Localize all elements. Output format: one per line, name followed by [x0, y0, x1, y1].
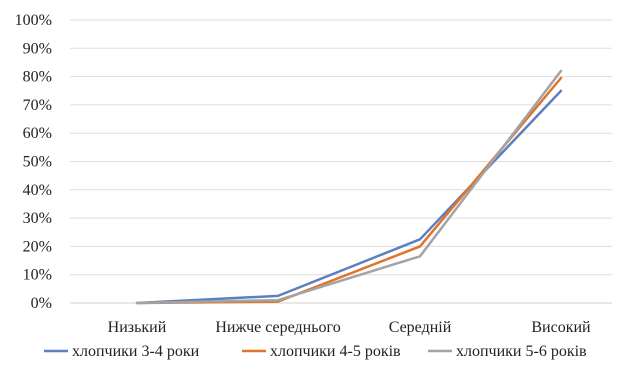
series-line-3	[135, 69, 563, 305]
x-tick-label: Низький	[108, 319, 167, 336]
y-tick-label: 90%	[23, 40, 52, 57]
gridlines	[70, 19, 612, 304]
x-tick-label: Нижче середнього	[215, 319, 340, 336]
legend-label-3: хлопчики 5-6 років	[456, 343, 587, 360]
y-tick-label: 30%	[23, 210, 52, 227]
series-line-1	[135, 89, 563, 305]
legend-label-2: хлопчики 4-5 років	[270, 343, 401, 360]
y-tick-label: 60%	[23, 125, 52, 142]
y-tick-label: 20%	[23, 238, 52, 255]
y-tick-label: 50%	[23, 154, 52, 171]
y-tick-label: 10%	[23, 267, 52, 284]
legend-label-1: хлопчики 3-4 роки	[72, 343, 200, 360]
y-tick-label: 0%	[31, 295, 52, 312]
x-tick-label: Середній	[389, 319, 452, 336]
y-axis-tick-labels: 0% 10% 20% 30% 40% 50% 60% 70% 80% 90% 100%	[15, 12, 52, 312]
x-tick-label: Високий	[531, 319, 591, 336]
series-line-2	[135, 76, 563, 305]
y-tick-label: 80%	[23, 69, 52, 86]
series-lines	[135, 69, 563, 305]
y-tick-label: 70%	[23, 97, 52, 114]
legend: хлопчики 3-4 роки хлопчики 4-5 років хлопч…	[44, 343, 587, 360]
x-axis-tick-labels: Низький Нижче середнього Середній Високий	[108, 319, 591, 336]
y-tick-label: 100%	[15, 12, 52, 29]
y-tick-label: 40%	[23, 182, 52, 199]
